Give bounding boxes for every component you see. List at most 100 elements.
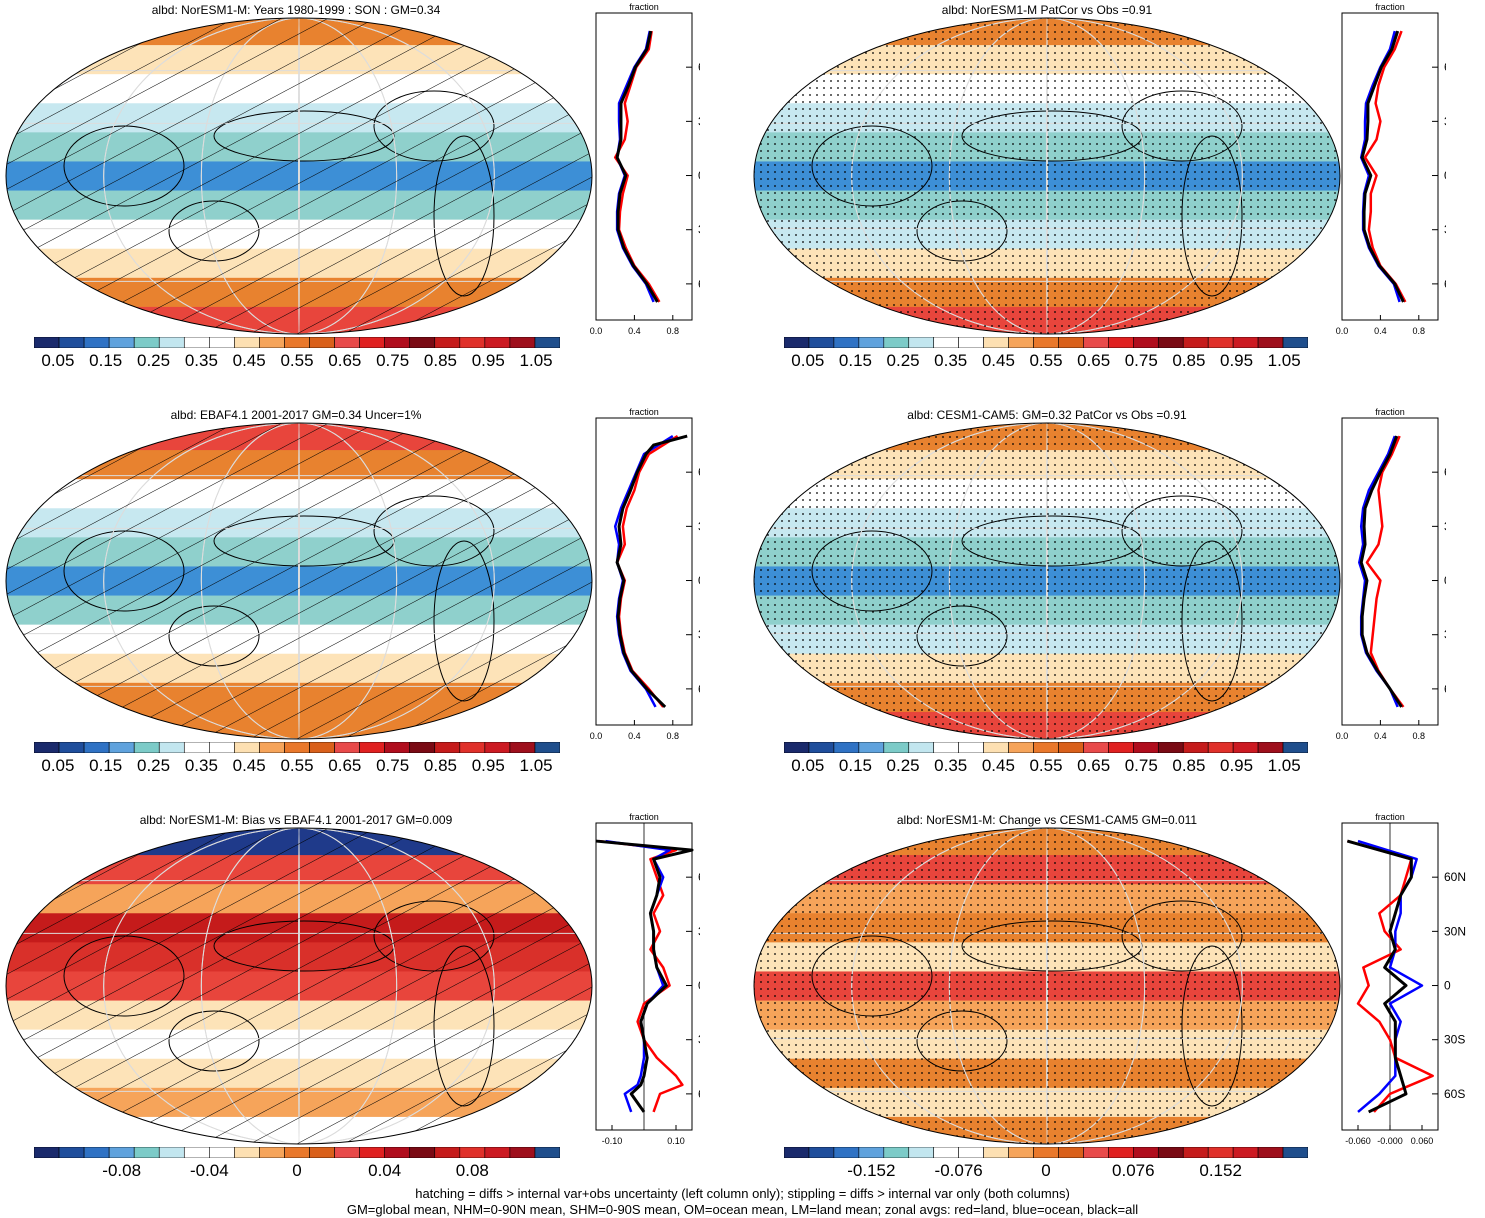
colorbar-swatch — [34, 337, 60, 348]
colorbar-swatch — [309, 337, 335, 348]
colorbar-swatch — [384, 1147, 411, 1158]
colorbar-label: 0.85 — [1172, 756, 1206, 775]
panel-4-colorbar — [784, 742, 1308, 753]
colorbar-swatch — [1157, 1147, 1184, 1158]
colorbar-swatch — [58, 742, 85, 753]
colorbar-swatch — [359, 1147, 385, 1158]
colorbar-swatch — [83, 742, 110, 753]
colorbar-label: 0 — [1041, 1161, 1051, 1180]
colorbar-swatch — [1008, 1147, 1034, 1158]
zonal-title: fraction — [629, 812, 659, 822]
hatching — [6, 828, 592, 1144]
colorbar-label: 0.65 — [328, 756, 362, 775]
y-tick-label: 60N — [1444, 870, 1466, 884]
y-tick-label: 60S — [698, 1087, 700, 1101]
colorbar-swatch — [1282, 337, 1308, 348]
y-tick-label: 60S — [1444, 1087, 1465, 1101]
colorbar-swatch — [1108, 742, 1134, 753]
colorbar-swatch — [83, 1147, 110, 1158]
x-tick-label: 0.4 — [1374, 326, 1387, 336]
colorbar-swatch — [1033, 337, 1059, 348]
y-tick-label: 0 — [1444, 574, 1446, 588]
colorbar-swatch — [1083, 337, 1109, 348]
y-tick-label: 0 — [698, 979, 700, 993]
panel-5-colorbar — [34, 1147, 560, 1158]
colorbar-swatch — [1182, 337, 1209, 348]
colorbar-swatch — [58, 1147, 85, 1158]
colorbar-label: -0.076 — [934, 1161, 983, 1180]
hatching — [6, 423, 592, 739]
colorbar-swatch — [434, 742, 461, 753]
colorbar-swatch — [183, 1147, 210, 1158]
colorbar-swatch — [933, 1147, 959, 1158]
colorbar-swatch — [1108, 1147, 1134, 1158]
y-tick-label: 30S — [1444, 1033, 1465, 1047]
map-outline — [5, 827, 593, 1145]
x-tick-label: 0.0 — [590, 326, 603, 336]
colorbar-label: 0.75 — [1124, 351, 1158, 370]
colorbar-swatch — [883, 337, 910, 348]
footer-line-2: GM=global mean, NHM=0-90N mean, SHM=0-90… — [346, 1202, 1139, 1217]
colorbar-label: 0.076 — [1112, 1161, 1155, 1180]
colorbar-swatch — [908, 1147, 935, 1158]
zonal-frame — [1341, 417, 1439, 726]
colorbar-label: 0.65 — [328, 351, 362, 370]
colorbar-swatch — [534, 742, 560, 753]
colorbar-swatch — [1033, 1147, 1059, 1158]
colorbar-label: -0.08 — [102, 1161, 142, 1180]
zonal-series-all — [1360, 30, 1405, 303]
colorbar-swatch — [534, 337, 560, 348]
colorbar-swatch — [983, 1147, 1009, 1158]
colorbar-swatch — [808, 337, 835, 348]
colorbar-swatch — [858, 1147, 885, 1158]
panel-1-title: albd: NorESM1-M: Years 1980-1999 : SON :… — [151, 3, 441, 17]
colorbar-swatch — [933, 742, 959, 753]
colorbar-label: 0.05 — [791, 756, 825, 775]
colorbar-label: 0.35 — [934, 351, 968, 370]
colorbar-label: 0.55 — [280, 351, 314, 370]
colorbar-swatch — [983, 742, 1009, 753]
colorbar-label: 0.55 — [1029, 756, 1063, 775]
colorbar-swatch — [1257, 1147, 1284, 1158]
colorbar-swatch — [983, 337, 1009, 348]
colorbar-label: 0.95 — [471, 351, 505, 370]
colorbar-label: 0.05 — [791, 351, 825, 370]
colorbar-swatch — [883, 1147, 910, 1158]
map-outline — [753, 827, 1341, 1145]
map-outline — [753, 17, 1341, 335]
y-tick-label: 0 — [698, 169, 700, 183]
colorbar-swatch — [234, 1147, 260, 1158]
y-tick-label: 60N — [698, 465, 700, 479]
colorbar-swatch — [434, 337, 461, 348]
colorbar-swatch — [1083, 1147, 1109, 1158]
colorbar-swatch — [1133, 337, 1159, 348]
colorbar-swatch — [784, 742, 810, 753]
colorbar-label: 0.25 — [886, 756, 920, 775]
panel-3-title: albd: EBAF4.1 2001-2017 GM=0.34 Uncer=1% — [170, 408, 422, 422]
zonal-series-land — [1346, 839, 1434, 1113]
panel-5-map — [5, 827, 593, 1145]
y-tick-label: 60N — [1444, 465, 1446, 479]
colorbar-swatch — [108, 742, 135, 753]
panel-1-zonal-plot: fraction 60N 30N 0 30S 60S 0.0 0.4 0.8 — [590, 2, 700, 336]
y-tick-label: 30S — [1444, 628, 1446, 642]
colorbar-swatch — [108, 1147, 135, 1158]
panel-6-colorbar — [784, 1147, 1308, 1158]
hatching — [6, 18, 592, 334]
zonal-title: fraction — [1375, 812, 1405, 822]
y-tick-label: 30N — [1444, 519, 1446, 533]
panel-4-title: albd: CESM1-CAM5: GM=0.32 PatCor vs Obs … — [907, 408, 1187, 422]
panel-2-zonal-plot: fraction 60N 30N 0 30S 60S 0.0 0.4 0.8 — [1336, 2, 1446, 336]
colorbar-label: 0.15 — [838, 756, 872, 775]
colorbar-label: -0.04 — [189, 1161, 229, 1180]
colorbar-label: 0.15 — [838, 351, 872, 370]
panel-6-title: albd: NorESM1-M: Change vs CESM1-CAM5 GM… — [896, 813, 1198, 827]
y-tick-label: 30N — [1444, 924, 1466, 938]
colorbar-swatch — [1083, 742, 1109, 753]
x-tick-label: -0.10 — [602, 1136, 623, 1146]
x-tick-label: 0.8 — [1413, 326, 1426, 336]
colorbar-swatch — [459, 337, 486, 348]
colorbar-swatch — [484, 1147, 511, 1158]
colorbar-swatch — [1058, 1147, 1084, 1158]
colorbar-swatch — [34, 1147, 60, 1158]
